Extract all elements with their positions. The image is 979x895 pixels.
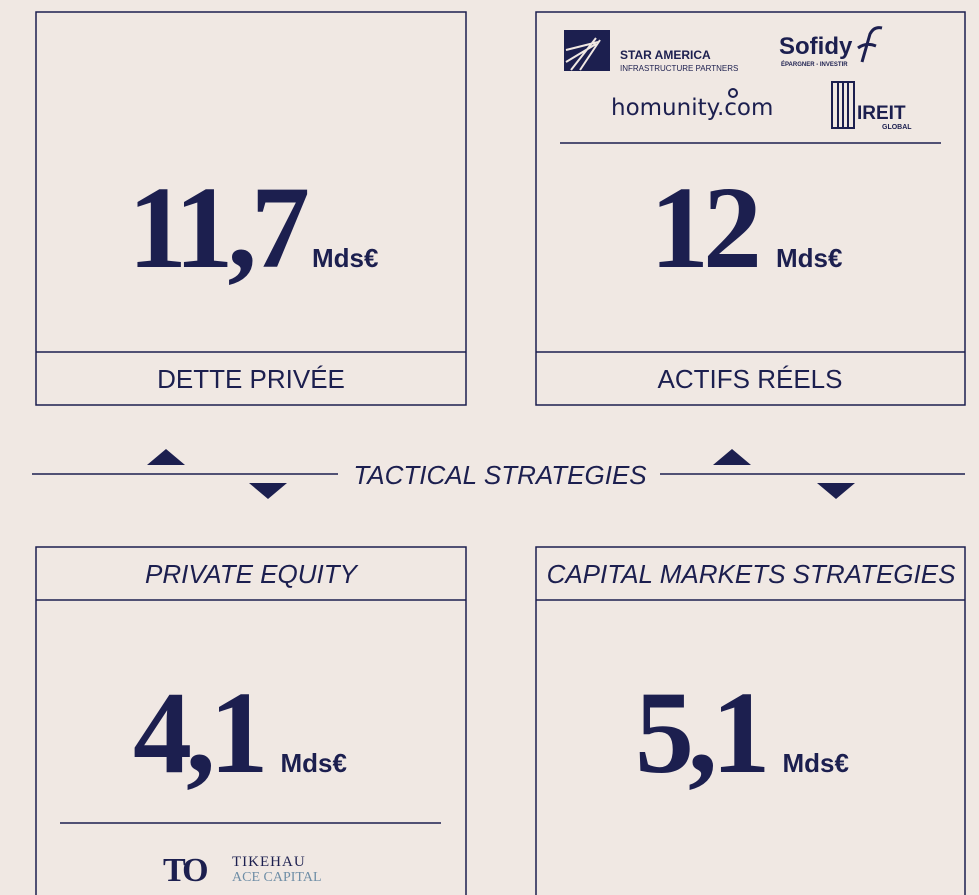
block-frame [35,546,467,895]
logo-subtext: ÉPARGNER - INVESTIR [781,60,848,68]
logo-mark: TO [163,852,207,889]
logo-text: Sofidy [779,33,853,60]
block-label: CAPITAL MARKETS STRATEGIES [547,559,957,589]
block-label: DETTE PRIVÉE [157,364,345,394]
block-dette-privee: 11,7 Mds€ DETTE PRIVÉE [35,11,467,406]
block-actifs-reels: STAR AMERICA INFRASTRUCTURE PARTNERS Sof… [535,11,966,406]
amount: 12 Mds€ [650,162,842,293]
arrow-down [249,483,287,499]
logo-text: TIKEHAU [232,854,306,870]
logo-homunity: homunity.com [611,88,773,121]
divider-label: TACTICAL STRATEGIES [353,460,647,490]
amount: 5,1 Mds€ [635,667,849,798]
logo-text: IREIT [857,103,906,124]
logo-sofidy: Sofidy ÉPARGNER - INVESTIR [779,26,883,68]
block-frame [535,546,966,895]
block-label: PRIVATE EQUITY [145,559,359,589]
arrow-up [147,449,185,465]
block-label: ACTIFS RÉELS [658,364,843,394]
logo-ireit: IREIT GLOBAL [831,81,912,131]
logo-star-america: STAR AMERICA INFRASTRUCTURE PARTNERS [564,30,738,73]
logo-text: STAR AMERICA [620,48,711,62]
amount: 11,7 Mds€ [128,162,378,293]
logo-subtext: GLOBAL [882,124,912,131]
block-frame [535,11,966,406]
tactical-divider: TACTICAL STRATEGIES [32,449,965,499]
block-frame [35,11,467,406]
logo-subtext: INFRASTRUCTURE PARTNERS [620,64,738,73]
arrow-up [713,449,751,465]
block-private-equity: PRIVATE EQUITY 4,1 Mds€ TO TIKEHAU ACE CA… [35,546,467,895]
logo-text: homunity.com [611,95,773,121]
logo-subtext: ACE CAPITAL [232,870,322,885]
arrow-down [817,483,855,499]
logo-tikehau: TO TIKEHAU ACE CAPITAL [163,852,322,889]
block-capital-markets: CAPITAL MARKETS STRATEGIES 5,1 Mds€ [535,546,966,895]
amount: 4,1 Mds€ [133,667,347,798]
